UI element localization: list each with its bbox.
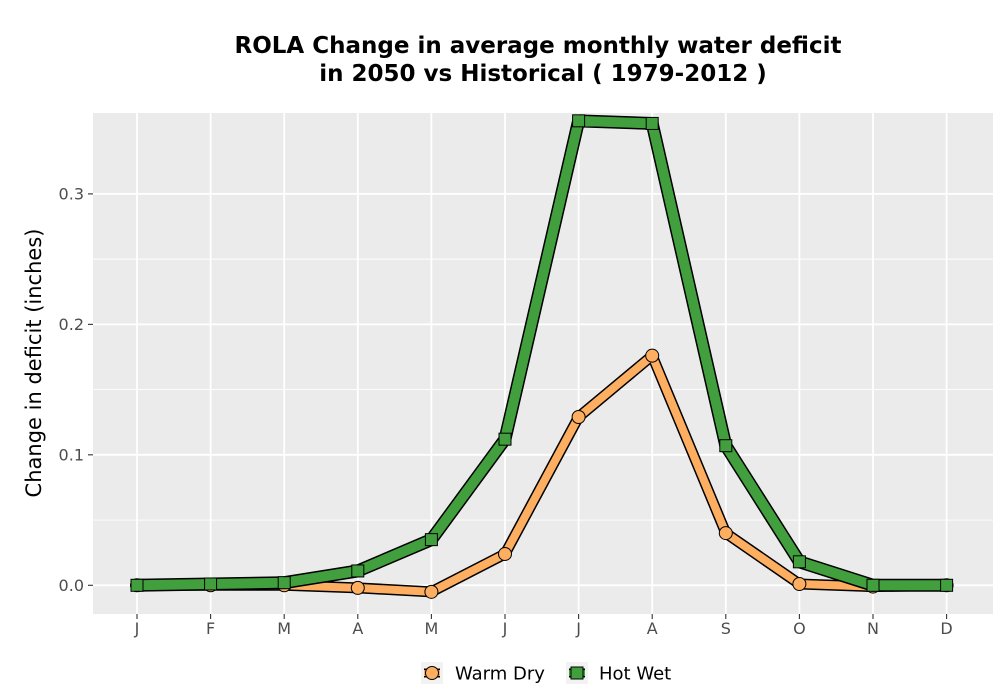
data-point (204, 577, 218, 591)
legend-item-warm-dry: Warm Dry (421, 662, 545, 685)
data-point (498, 546, 512, 561)
data-point (350, 580, 365, 595)
data-point (351, 564, 365, 578)
data-point (866, 578, 880, 592)
data-point (940, 578, 954, 592)
x-tick-label: N (867, 619, 879, 638)
data-point (792, 555, 806, 569)
x-tick-label: J (575, 619, 581, 638)
legend-key-marker (570, 666, 584, 680)
y-tick-label: 0.3 (59, 184, 84, 203)
data-point (719, 439, 733, 453)
legend-item-hot-wet: Hot Wet (566, 662, 671, 685)
data-point (718, 526, 733, 541)
x-tick-label: A (352, 619, 363, 638)
x-tick-label: O (793, 619, 806, 638)
chart-title-line-2: in 2050 vs Historical ( 1979-2012 ) (319, 61, 766, 87)
data-point (645, 116, 659, 130)
x-tick-label: S (721, 619, 731, 638)
data-point (572, 114, 586, 128)
x-tick-label: D (940, 619, 952, 638)
grid-major (93, 113, 993, 614)
legend-label: Warm Dry (455, 664, 545, 685)
data-point (498, 432, 512, 446)
y-tick-label: 0.1 (59, 445, 84, 464)
x-tick-label: F (206, 619, 215, 638)
plot-panel (93, 113, 993, 614)
data-point (645, 348, 660, 363)
x-tick-label: J (502, 619, 508, 638)
data-point (792, 576, 807, 591)
legend: Warm Dry Hot Wet (421, 662, 671, 685)
y-tick-label: 0.0 (59, 576, 84, 595)
data-point (424, 533, 438, 547)
x-tick-label: M (424, 619, 438, 638)
data-point (424, 584, 439, 599)
x-tick-label: A (647, 619, 658, 638)
y-axis: 0.0 0.1 0.2 0.3 (59, 184, 93, 595)
y-tick-label: 0.2 (59, 315, 84, 334)
data-point (277, 576, 291, 590)
data-point (571, 409, 586, 424)
series-layer (130, 114, 954, 599)
legend-label: Hot Wet (599, 664, 671, 685)
data-point (130, 578, 144, 592)
chart-title-line-1: ROLA Change in average monthly water def… (235, 33, 842, 59)
x-tick-label: M (277, 619, 291, 638)
series-hot-wet (130, 114, 954, 592)
y-axis-title: Change in deficit (inches) (22, 229, 46, 498)
series-line (132, 115, 952, 591)
x-tick-label: J (134, 619, 140, 638)
chart-title: ROLA Change in average monthly water def… (235, 33, 842, 87)
legend-key-marker (425, 666, 439, 680)
